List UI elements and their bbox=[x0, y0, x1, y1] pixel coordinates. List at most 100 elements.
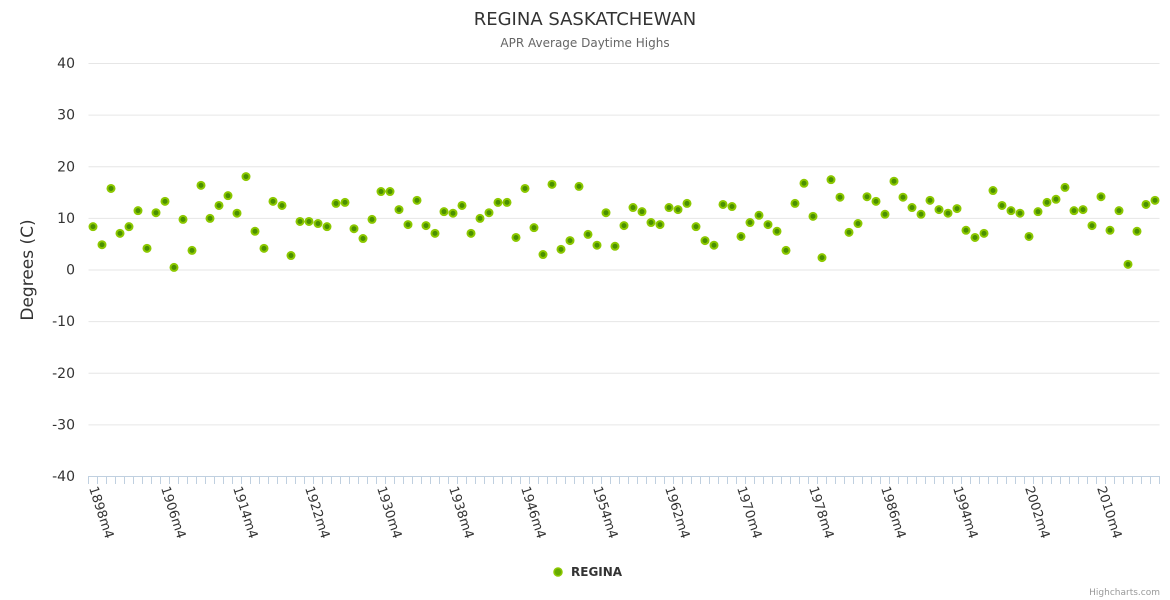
data-point[interactable] bbox=[565, 236, 575, 246]
data-point[interactable] bbox=[916, 209, 926, 219]
data-point[interactable] bbox=[583, 229, 593, 239]
data-point[interactable] bbox=[187, 245, 197, 255]
credits-link[interactable]: Highcharts.com bbox=[1089, 588, 1160, 598]
data-point[interactable] bbox=[160, 196, 170, 206]
data-point[interactable] bbox=[727, 202, 737, 212]
data-point[interactable] bbox=[1033, 207, 1043, 217]
data-point[interactable] bbox=[115, 228, 125, 238]
data-point[interactable] bbox=[421, 221, 431, 231]
data-point[interactable] bbox=[1141, 199, 1151, 209]
data-point[interactable] bbox=[205, 213, 215, 223]
data-point[interactable] bbox=[151, 208, 161, 218]
data-point[interactable] bbox=[646, 218, 656, 228]
data-point[interactable] bbox=[340, 197, 350, 207]
data-point[interactable] bbox=[142, 243, 152, 253]
data-point[interactable] bbox=[709, 240, 719, 250]
data-point[interactable] bbox=[1006, 206, 1016, 216]
data-point[interactable] bbox=[898, 192, 908, 202]
data-point[interactable] bbox=[682, 198, 692, 208]
legend-item-regina[interactable]: REGINA bbox=[553, 565, 623, 579]
data-point[interactable] bbox=[628, 203, 638, 213]
data-point[interactable] bbox=[430, 228, 440, 238]
data-point[interactable] bbox=[700, 236, 710, 246]
data-point[interactable] bbox=[88, 222, 98, 232]
data-point[interactable] bbox=[943, 208, 953, 218]
data-point[interactable] bbox=[493, 197, 503, 207]
data-point[interactable] bbox=[439, 207, 449, 217]
data-point[interactable] bbox=[457, 200, 467, 210]
data-point[interactable] bbox=[763, 220, 773, 230]
data-point[interactable] bbox=[592, 240, 602, 250]
data-point[interactable] bbox=[214, 200, 224, 210]
data-point[interactable] bbox=[970, 232, 980, 242]
data-point[interactable] bbox=[871, 196, 881, 206]
data-point[interactable] bbox=[124, 222, 134, 232]
data-point[interactable] bbox=[268, 196, 278, 206]
data-point[interactable] bbox=[169, 262, 179, 272]
data-point[interactable] bbox=[925, 195, 935, 205]
data-point[interactable] bbox=[574, 181, 584, 191]
data-point[interactable] bbox=[745, 218, 755, 228]
data-point[interactable] bbox=[178, 214, 188, 224]
data-point[interactable] bbox=[349, 224, 359, 234]
data-point[interactable] bbox=[475, 213, 485, 223]
data-point[interactable] bbox=[529, 223, 539, 233]
data-point[interactable] bbox=[304, 216, 314, 226]
data-point[interactable] bbox=[250, 226, 260, 236]
data-point[interactable] bbox=[790, 198, 800, 208]
data-point[interactable] bbox=[1105, 225, 1115, 235]
data-point[interactable] bbox=[448, 208, 458, 218]
data-point[interactable] bbox=[736, 231, 746, 241]
data-point[interactable] bbox=[853, 219, 863, 229]
data-point[interactable] bbox=[826, 175, 836, 185]
data-point[interactable] bbox=[1024, 231, 1034, 241]
data-point[interactable] bbox=[520, 183, 530, 193]
data-point[interactable] bbox=[835, 192, 845, 202]
data-point[interactable] bbox=[232, 208, 242, 218]
data-point[interactable] bbox=[241, 172, 251, 182]
data-point[interactable] bbox=[331, 198, 341, 208]
data-point[interactable] bbox=[718, 199, 728, 209]
data-point[interactable] bbox=[376, 187, 386, 197]
data-point[interactable] bbox=[412, 195, 422, 205]
data-point[interactable] bbox=[1123, 259, 1133, 269]
data-point[interactable] bbox=[961, 225, 971, 235]
data-point[interactable] bbox=[538, 250, 548, 260]
data-point[interactable] bbox=[673, 205, 683, 215]
data-point[interactable] bbox=[889, 176, 899, 186]
data-point[interactable] bbox=[817, 253, 827, 263]
data-point[interactable] bbox=[808, 211, 818, 221]
data-point[interactable] bbox=[286, 251, 296, 261]
data-point[interactable] bbox=[655, 220, 665, 230]
data-point[interactable] bbox=[511, 232, 521, 242]
data-point[interactable] bbox=[1087, 221, 1097, 231]
data-point[interactable] bbox=[358, 234, 368, 244]
data-point[interactable] bbox=[259, 243, 269, 253]
data-point[interactable] bbox=[1114, 206, 1124, 216]
data-point[interactable] bbox=[133, 206, 143, 216]
data-point[interactable] bbox=[502, 197, 512, 207]
data-point[interactable] bbox=[106, 183, 116, 193]
data-point[interactable] bbox=[781, 245, 791, 255]
data-point[interactable] bbox=[799, 178, 809, 188]
data-point[interactable] bbox=[1015, 208, 1025, 218]
data-point[interactable] bbox=[556, 244, 566, 254]
data-point[interactable] bbox=[754, 210, 764, 220]
data-point[interactable] bbox=[1132, 226, 1142, 236]
data-point[interactable] bbox=[1096, 192, 1106, 202]
data-point[interactable] bbox=[322, 222, 332, 232]
data-point[interactable] bbox=[1150, 195, 1160, 205]
data-point[interactable] bbox=[313, 219, 323, 229]
data-point[interactable] bbox=[997, 200, 1007, 210]
data-point[interactable] bbox=[196, 180, 206, 190]
data-point[interactable] bbox=[862, 192, 872, 202]
data-point[interactable] bbox=[844, 227, 854, 237]
data-point[interactable] bbox=[484, 208, 494, 218]
data-point[interactable] bbox=[988, 186, 998, 196]
data-point[interactable] bbox=[601, 208, 611, 218]
data-point[interactable] bbox=[619, 221, 629, 231]
data-point[interactable] bbox=[295, 216, 305, 226]
data-point[interactable] bbox=[880, 209, 890, 219]
data-point[interactable] bbox=[97, 240, 107, 250]
data-point[interactable] bbox=[1042, 197, 1052, 207]
